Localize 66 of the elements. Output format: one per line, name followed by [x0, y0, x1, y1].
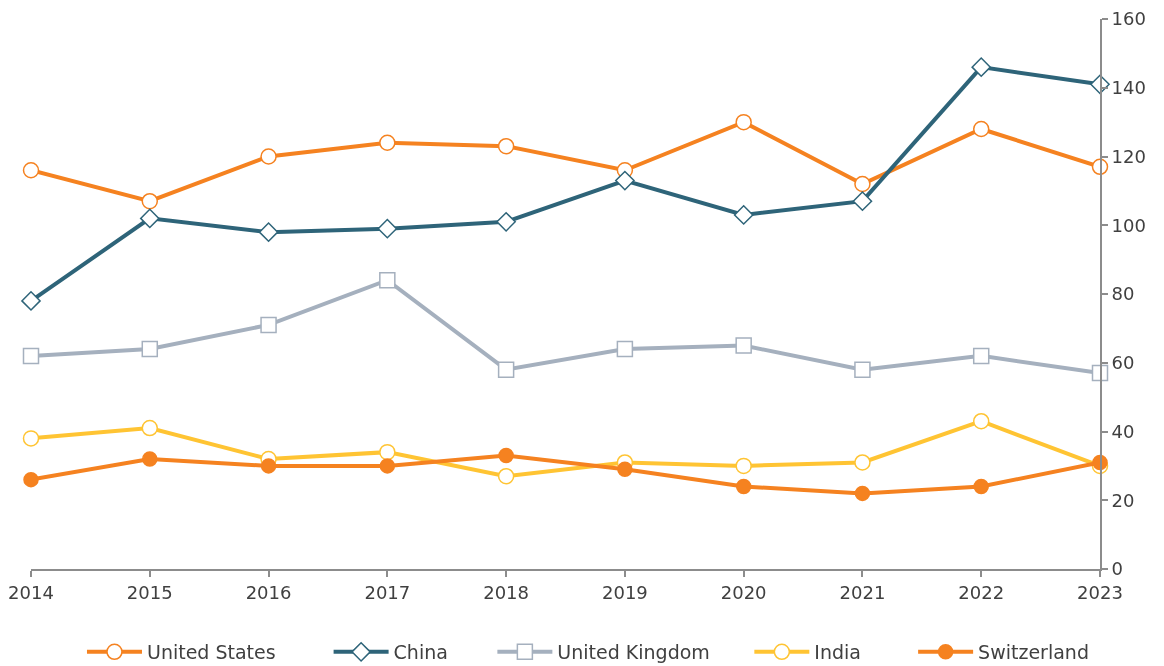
point: [735, 337, 752, 354]
point: [617, 461, 633, 478]
point: [854, 485, 871, 502]
point: [735, 457, 752, 475]
y-tick-label: 20: [1111, 489, 1135, 511]
point: [497, 137, 515, 155]
x-tick-label: 2019: [601, 581, 648, 603]
point: [22, 162, 40, 179]
x-tick-label: 2020: [720, 581, 767, 603]
x-tick-label: 2018: [483, 581, 530, 603]
y-tick-label: 120: [1111, 145, 1146, 167]
point: [22, 347, 40, 365]
point: [733, 205, 754, 225]
point: [854, 454, 871, 471]
x-tick-label: 2023: [1077, 581, 1123, 603]
point: [21, 291, 41, 311]
point: [854, 361, 871, 378]
point: [735, 478, 752, 495]
y-tick-label: 140: [1111, 77, 1146, 99]
point: [22, 430, 40, 447]
point: [260, 316, 277, 334]
point: [260, 148, 277, 165]
x-tick-label: 2017: [364, 581, 411, 603]
x-tick-label: 2015: [126, 581, 173, 603]
point: [141, 419, 159, 437]
legend-label: India: [814, 641, 861, 664]
x-tick-label: 2022: [958, 581, 1005, 603]
point: [258, 222, 279, 242]
point: [141, 340, 159, 358]
point: [139, 208, 160, 229]
point: [852, 191, 873, 212]
point: [379, 272, 396, 289]
point: [497, 467, 515, 485]
legend-label: Switzerland: [978, 641, 1089, 664]
point: [616, 340, 634, 358]
y-tick-label: 60: [1111, 352, 1135, 374]
x-tick-label: 2016: [245, 581, 292, 603]
point: [379, 134, 396, 151]
point: [972, 347, 990, 365]
point: [377, 218, 398, 239]
x-tick-label: 2021: [839, 581, 886, 603]
legend-label: United States: [146, 641, 276, 664]
point: [972, 412, 990, 430]
point: [141, 192, 159, 210]
point: [142, 451, 158, 467]
y-tick-label: 100: [1111, 214, 1146, 236]
point: [260, 458, 277, 474]
x-tick-label: 2014: [8, 581, 54, 603]
point: [379, 458, 396, 474]
legend-label: China: [393, 641, 448, 664]
point: [854, 175, 871, 193]
y-tick-label: 0: [1111, 558, 1124, 580]
point: [973, 478, 989, 495]
point: [615, 170, 635, 191]
point: [496, 211, 516, 232]
y-tick-label: 40: [1111, 420, 1135, 442]
point: [379, 443, 396, 461]
y-tick-label: 80: [1111, 283, 1135, 305]
point: [497, 361, 515, 378]
y-tick-label: 160: [1111, 8, 1146, 30]
point: [735, 113, 752, 131]
point: [972, 120, 990, 138]
point: [971, 57, 992, 77]
point: [23, 471, 39, 488]
legend-label: United Kingdom: [557, 641, 710, 664]
point: [498, 447, 514, 464]
